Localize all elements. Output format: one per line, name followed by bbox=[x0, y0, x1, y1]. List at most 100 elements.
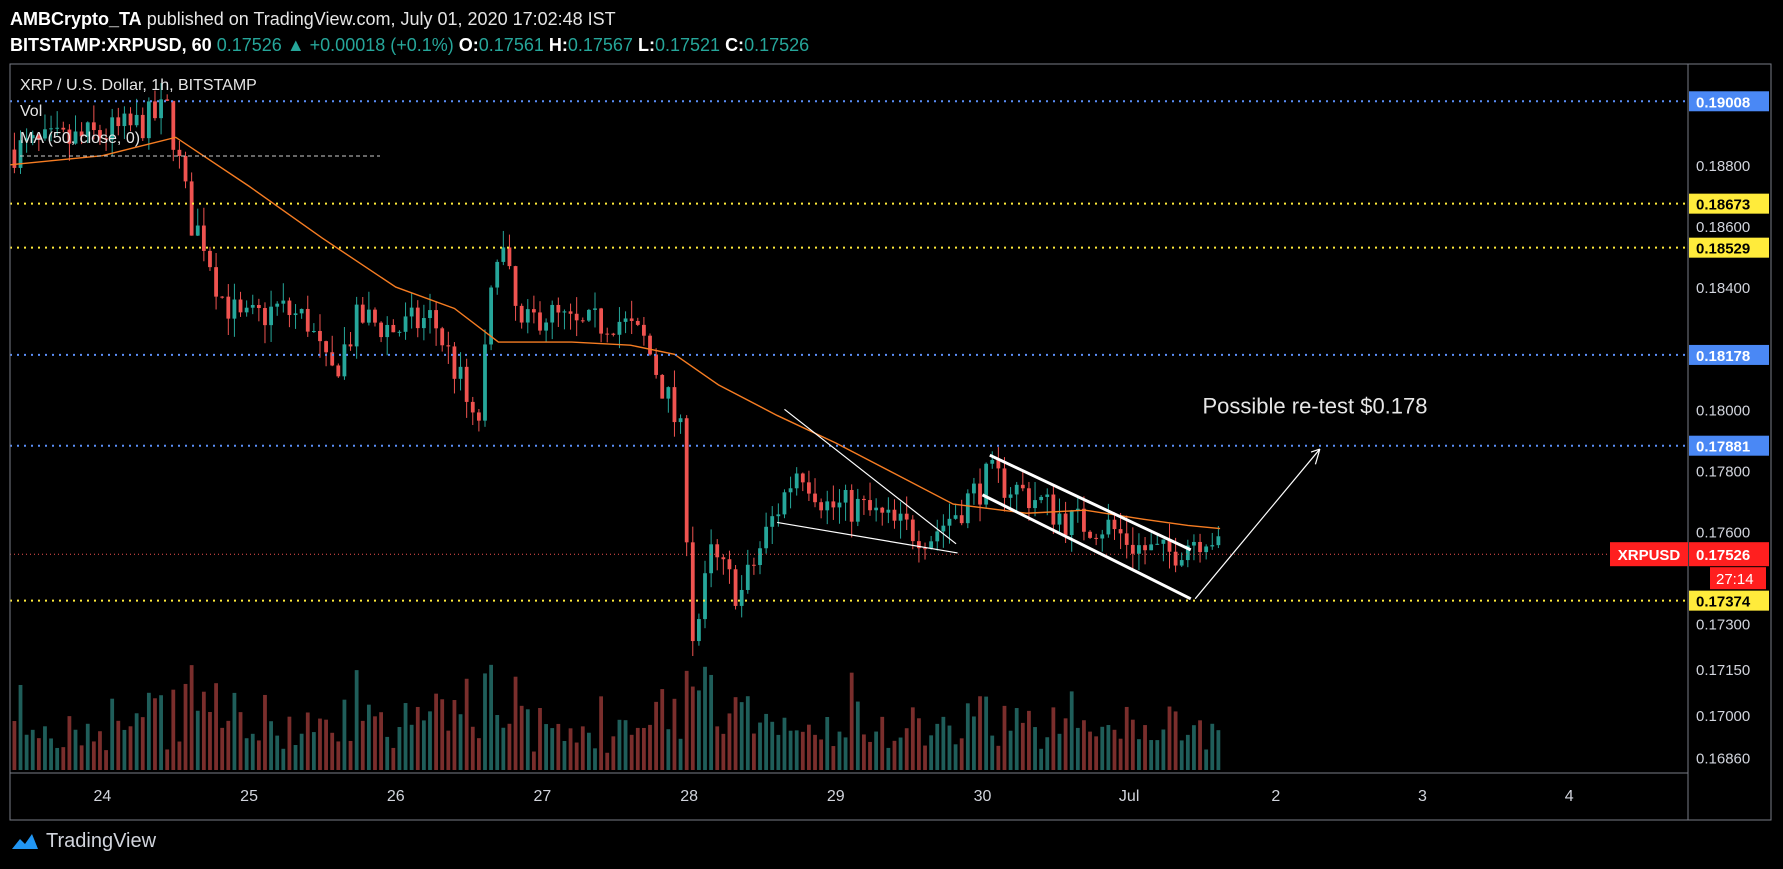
y-tick-label: 0.17800 bbox=[1696, 463, 1750, 480]
candle-body bbox=[941, 525, 946, 532]
volume-bar bbox=[104, 750, 108, 770]
x-tick-label: 2 bbox=[1271, 788, 1280, 805]
volume-bar bbox=[360, 720, 365, 770]
candle-body bbox=[159, 99, 163, 119]
volume-bar bbox=[1051, 707, 1056, 770]
volume-bar bbox=[446, 730, 451, 770]
volume-bar bbox=[183, 683, 188, 770]
candle-body bbox=[965, 493, 970, 524]
candle-body bbox=[947, 518, 952, 526]
y-tick-label: 0.18400 bbox=[1696, 280, 1750, 297]
candle-body bbox=[837, 502, 842, 508]
volume-bar bbox=[226, 720, 231, 770]
volume-bar bbox=[415, 706, 420, 770]
candle-body bbox=[586, 309, 591, 321]
candle-body bbox=[342, 344, 347, 377]
symbol-badge bbox=[1610, 542, 1688, 567]
candle-body bbox=[752, 564, 756, 566]
volume-bar bbox=[1082, 720, 1086, 770]
volume-bar bbox=[1020, 722, 1025, 770]
candle-body bbox=[476, 412, 481, 421]
volume-bar bbox=[910, 707, 915, 770]
volume-bar bbox=[299, 733, 304, 770]
volume-bar bbox=[831, 746, 836, 770]
candle-body bbox=[12, 149, 17, 168]
candle-body bbox=[733, 569, 738, 606]
level-labels: 0.19008 0.18673 0.18529 0.18178 0.17881 0.173… bbox=[20, 77, 1769, 611]
candle-body bbox=[1082, 508, 1086, 532]
overlay-lines bbox=[9, 100, 1688, 602]
candle-body bbox=[1014, 484, 1019, 495]
candle-body bbox=[562, 311, 567, 313]
legend-vol: Vol bbox=[20, 103, 42, 120]
candle-body bbox=[843, 489, 848, 503]
volume-bar bbox=[1045, 737, 1050, 770]
volume-bar bbox=[868, 741, 872, 770]
volume-bar bbox=[397, 727, 402, 770]
candle-body bbox=[678, 418, 683, 423]
candle-body bbox=[1161, 539, 1166, 544]
volume-bar bbox=[1027, 710, 1031, 770]
publish-line: AMBCrypto_TA published on TradingView.co… bbox=[10, 6, 809, 32]
volume-bar bbox=[501, 727, 506, 770]
candle-body bbox=[122, 113, 127, 127]
volume-bar bbox=[605, 752, 610, 770]
volume-bar bbox=[593, 748, 597, 770]
volume-bar bbox=[1192, 725, 1196, 770]
candle-body bbox=[1075, 508, 1080, 511]
candle-body bbox=[128, 113, 133, 126]
candle-body bbox=[953, 515, 958, 519]
candle-body bbox=[49, 128, 53, 130]
volume-bar bbox=[886, 747, 891, 770]
candle-body bbox=[1216, 536, 1221, 546]
author-name[interactable]: AMBCrypto_TA bbox=[10, 9, 142, 29]
candle-body bbox=[739, 589, 744, 606]
wedge-lower-line bbox=[777, 521, 958, 554]
volume-bar bbox=[959, 738, 964, 770]
volume-bar bbox=[978, 696, 982, 770]
y-tick-label: 0.17150 bbox=[1696, 662, 1750, 679]
candle-body bbox=[849, 489, 854, 522]
volume-bar bbox=[586, 732, 591, 770]
volume-bar bbox=[611, 736, 616, 770]
candle-body bbox=[36, 135, 41, 139]
candle-body bbox=[715, 544, 720, 558]
volume-bar bbox=[843, 737, 848, 770]
y-tick-label: 0.18600 bbox=[1696, 219, 1750, 236]
volume-bar bbox=[336, 741, 341, 770]
volume-bar bbox=[538, 707, 542, 770]
volume-bar bbox=[1198, 720, 1202, 770]
candle-body bbox=[73, 131, 78, 144]
volume-bar bbox=[697, 690, 701, 770]
candle-body bbox=[452, 346, 457, 379]
volume-bar bbox=[892, 740, 897, 770]
volume-bar bbox=[134, 713, 139, 770]
symbol-line: BITSTAMP:XRPUSD, 60 0.17526 ▲ +0.00018 (… bbox=[10, 32, 809, 58]
volume-bar bbox=[434, 693, 438, 770]
candle-body bbox=[250, 304, 255, 308]
volume-bar bbox=[752, 733, 756, 770]
volume-bar bbox=[874, 731, 879, 770]
low-label: L: bbox=[637, 35, 655, 55]
countdown-badge bbox=[1710, 567, 1766, 590]
volume-bar bbox=[562, 740, 567, 770]
candle-body bbox=[287, 300, 292, 316]
high-value: 0.17567 bbox=[567, 35, 633, 55]
high-label: H: bbox=[548, 35, 568, 55]
level-badge bbox=[1689, 435, 1769, 456]
level-badge bbox=[1689, 344, 1769, 365]
volume-bar bbox=[1155, 740, 1160, 770]
candle-body bbox=[788, 488, 793, 493]
candle-body bbox=[513, 266, 518, 306]
candle-body bbox=[501, 247, 506, 262]
volume-bar bbox=[764, 713, 769, 770]
tradingview-brand[interactable]: TradingView bbox=[10, 826, 156, 856]
volume-bar bbox=[79, 745, 84, 770]
volume-bar bbox=[825, 716, 830, 770]
close-label: C: bbox=[725, 35, 745, 55]
candle-body bbox=[464, 366, 469, 402]
wedge-upper-line bbox=[784, 408, 957, 545]
volume-bar bbox=[67, 716, 72, 770]
symbol[interactable]: BITSTAMP:XRPUSD, 60 bbox=[10, 35, 212, 55]
